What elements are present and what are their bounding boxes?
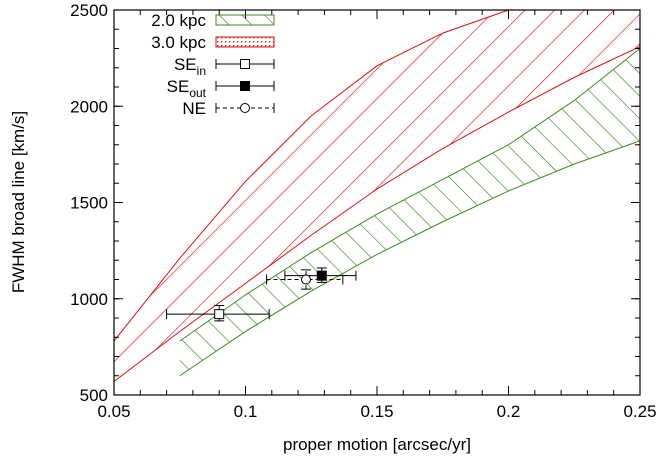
y-tick-label: 2500: [70, 1, 108, 20]
band-upper-edge-1: [114, 10, 640, 342]
band-upper-edge-0: [179, 48, 640, 342]
legend-marker: [240, 103, 250, 113]
y-tick-label: 1000: [70, 290, 108, 309]
legend-label: 3.0 kpc: [151, 33, 206, 52]
legend-marker: [240, 81, 250, 91]
x-tick-label: 0.05: [97, 402, 130, 421]
legend-label: 2.0 kpc: [151, 11, 206, 30]
circle-marker: [300, 274, 311, 285]
x-tick-label: 0.1: [234, 402, 258, 421]
legend-subscript: in: [197, 64, 206, 78]
legend-label: NE: [182, 99, 206, 118]
ticks-layer: [113, 9, 641, 396]
data-point-1: [284, 267, 357, 283]
square-marker: [214, 309, 225, 320]
legend-subscript: out: [189, 86, 206, 100]
y-tick-label: 2000: [70, 97, 108, 116]
legend-swatch: [215, 14, 275, 26]
x-tick-label: 0.25: [623, 402, 656, 421]
x-axis-label: proper motion [arcsec/yr]: [283, 435, 471, 454]
legend-swatch: [215, 36, 275, 48]
band-lower-edge-0: [179, 140, 640, 377]
points-layer: [166, 267, 357, 322]
y-tick-label: 1500: [70, 194, 108, 213]
legend-marker: [240, 59, 250, 69]
data-point-0: [166, 304, 270, 322]
tick-labels-layer: 0.05 0.1 0.15 0.2 0.25 500 1000 1500 2000 2500: [70, 1, 656, 421]
x-tick-label: 0.15: [360, 402, 393, 421]
bands-layer: [114, 10, 640, 382]
x-tick-label: 0.2: [497, 402, 521, 421]
square-marker: [316, 270, 327, 281]
data-point-2: [266, 269, 344, 290]
band-fill-0: [179, 48, 640, 376]
y-axis-label: FWHM broad line [km/s]: [9, 111, 28, 293]
y-tick-label: 500: [80, 386, 108, 405]
band-lower-edge-1: [114, 46, 640, 382]
band-fill-1: [114, 10, 640, 382]
